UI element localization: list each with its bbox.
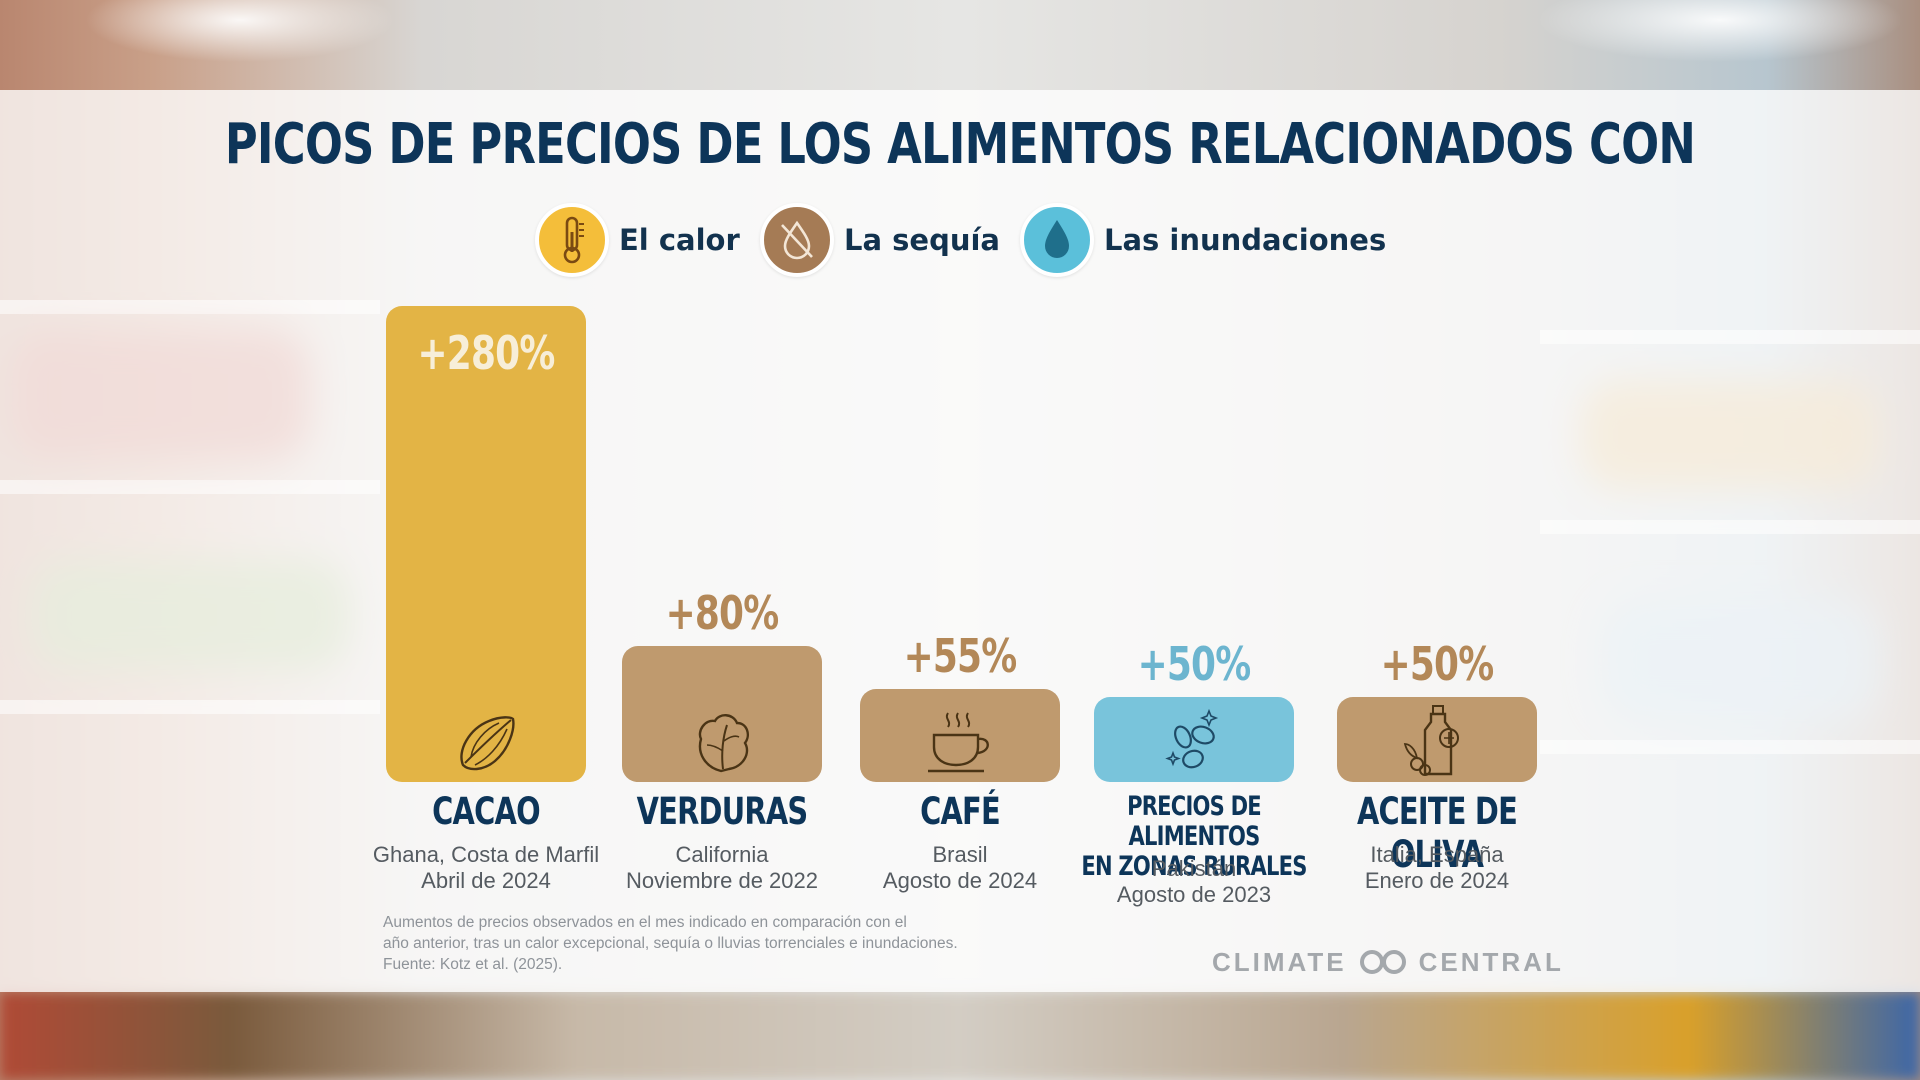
bar-location: Ghana, Costa de Marfil [372,842,600,867]
legend-item-drought: La sequía [760,203,1000,277]
bar-5 [1337,697,1537,782]
climate-central-logo: CLIMATE CENTRAL [1212,944,1564,980]
bar-date: Abril de 2024 [421,868,551,893]
cacao-pod-icon [446,704,526,780]
bar-category-label: ACEITE DE OLIVA [1343,790,1530,876]
bar-value-label: +50% [1380,637,1495,691]
no-water-icon [760,203,834,277]
legend-item-heat: El calor [535,203,740,277]
coins-icon [1154,704,1234,780]
lettuce-icon [682,704,762,780]
bar-value-label: +80% [665,586,780,640]
bar-location: Italia, España [1370,842,1504,867]
bar-value-label: +50% [1137,637,1252,691]
bar-category-label: PRECIOS DE ALIMENTOS EN ZONAS RURALES [1077,792,1311,882]
bar-location-date: Pakistán Agosto de 2023 [1064,856,1324,908]
legend-label-flood: Las inundaciones [1104,223,1387,257]
background-bottom-strip [0,992,1920,1080]
infographic-panel [0,90,1920,992]
category-line: CAFÉ [920,790,1001,833]
bar-location-date: Brasil Agosto de 2024 [830,842,1090,894]
bar-value-label: +280% [417,326,555,380]
legend-label-heat: El calor [619,223,740,257]
footnote-line: año anterior, tras un calor excepcional,… [383,935,958,952]
bar-location-date: Italia, España Enero de 2024 [1307,842,1567,894]
page-title: PICOS DE PRECIOS DE LOS ALIMENTOS RELACI… [224,112,1696,177]
category-line: ACEITE DE OLIVA [1356,790,1518,876]
bar-location: Pakistán [1151,856,1237,881]
footnote: Aumentos de precios observados en el mes… [383,912,1063,975]
bar-1 [386,306,586,782]
bar-value-label: +55% [903,628,1018,683]
bar-location-date: California Noviembre de 2022 [592,842,852,894]
bar-location: Brasil [932,842,988,867]
category-line: EN ZONAS RURALES [1081,851,1307,882]
bar-date: Enero de 2024 [1364,868,1510,893]
water-drop-icon [1020,203,1094,277]
climate-central-logo-icon [1357,948,1409,976]
bar-category-label: CACAO [392,790,579,833]
bar-category-label: CAFÉ [866,790,1053,833]
bar-location-date: Ghana, Costa de Marfil Abril de 2024 [356,842,616,894]
coffee-cup-icon [920,704,1000,780]
category-line: CACAO [432,790,540,833]
legend-label-drought: La sequía [844,223,1000,257]
brand-right: CENTRAL [1418,946,1564,977]
legend-item-flood: Las inundaciones [1020,203,1387,277]
footnote-line: Aumentos de precios observados en el mes… [383,914,907,931]
bar-category-label: VERDURAS [628,790,815,833]
bar-date: Agosto de 2024 [882,868,1038,893]
category-line: VERDURAS [636,790,809,833]
category-line: PRECIOS DE ALIMENTOS [1127,791,1262,852]
bar-location: California [675,842,769,867]
thermometer-icon [535,203,609,277]
brand-left: CLIMATE [1212,946,1347,977]
bar-date: Noviembre de 2022 [625,868,818,893]
olive-oil-icon [1397,704,1477,780]
bar-date: Agosto de 2023 [1116,882,1272,907]
footnote-source: Fuente: Kotz et al. (2025). [383,956,563,973]
